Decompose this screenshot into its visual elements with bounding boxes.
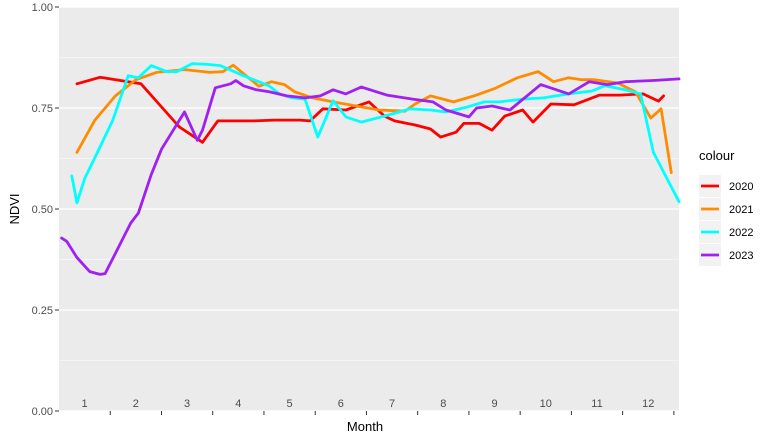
series-line-2021: [75, 63, 673, 175]
y-axis-ticks: 0.00 0.25 0.50 0.75 1.00: [32, 2, 59, 418]
legend-label-2023: 2023: [729, 250, 753, 262]
x-tick-label: 5: [287, 398, 293, 410]
legend-items: 2020 2021 2022 2023: [699, 175, 753, 266]
x-tick-label: 7: [389, 398, 395, 410]
x-tick-label: 8: [440, 398, 446, 410]
legend: colour 2020 2021 2022 2023: [699, 148, 753, 266]
x-tick-label: 6: [338, 398, 344, 410]
legend-label-2022: 2022: [729, 227, 753, 239]
y-tick-label: 0.75: [32, 103, 53, 115]
series-line-2023: [60, 77, 681, 276]
x-tick-label: 12: [642, 398, 654, 410]
x-tick-label: 3: [184, 398, 190, 410]
y-tick-label: 0.25: [32, 305, 53, 317]
x-tick-label: 2: [133, 398, 139, 410]
x-tick-label: 4: [235, 398, 241, 410]
legend-label-2021: 2021: [729, 204, 753, 216]
legend-title: colour: [699, 148, 735, 163]
x-axis-title: Month: [347, 419, 383, 434]
series-lines: [60, 62, 681, 276]
x-tick-label: 10: [540, 398, 552, 410]
y-axis-title: NDVI: [7, 193, 22, 224]
legend-label-2020: 2020: [729, 181, 753, 193]
y-tick-label: 0.50: [32, 204, 53, 216]
y-tick-label: 1.00: [32, 2, 53, 14]
x-tick-label: 9: [491, 398, 497, 410]
x-tick-label: 11: [591, 398, 602, 410]
x-tick-label: 1: [82, 398, 88, 410]
x-axis-ticks: 1 2 3 4 5 6 7 8 9 10 11 12: [82, 398, 675, 415]
y-tick-label: 0.00: [32, 406, 53, 418]
series-line-2022: [70, 62, 681, 205]
